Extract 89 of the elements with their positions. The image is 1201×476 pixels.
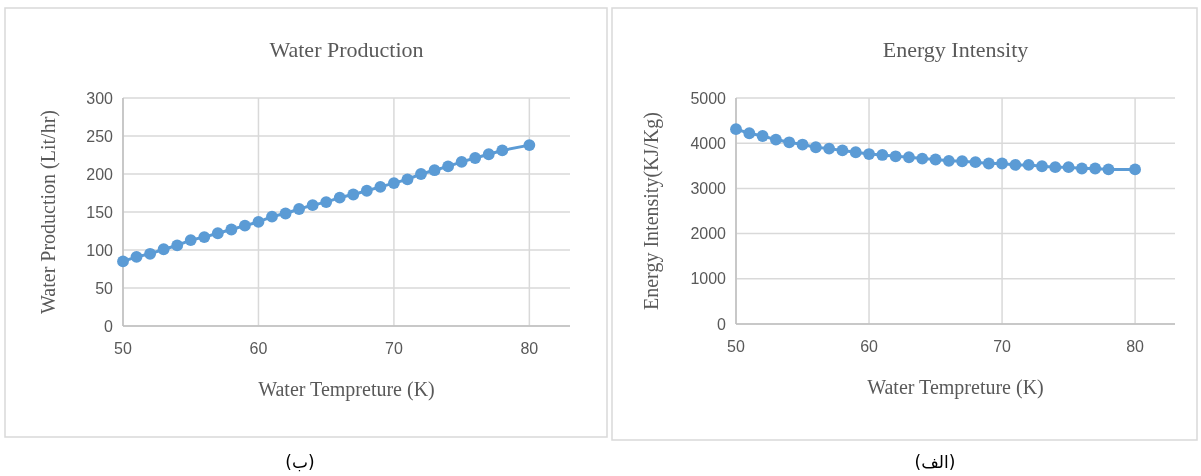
point [756, 130, 769, 142]
y-axis-title: Energy Intensity(KJ/Kg) [640, 112, 663, 310]
point [482, 148, 495, 161]
point [929, 153, 942, 166]
y-tick-label: 100 [86, 241, 114, 259]
y-tick-label: 3000 [690, 180, 727, 197]
point [982, 157, 995, 170]
point [184, 234, 197, 247]
x-tick-label: 70 [993, 338, 1012, 355]
chart-title: Energy Intensity [882, 37, 1029, 62]
point [809, 141, 822, 154]
point [730, 123, 742, 136]
point [415, 168, 427, 180]
point [320, 196, 333, 209]
point [374, 181, 387, 193]
point [198, 231, 211, 243]
point [796, 138, 809, 151]
point [387, 177, 400, 190]
x-axis-title: Water Tempreture (K) [867, 376, 1044, 399]
y-tick-label: 150 [86, 203, 114, 221]
point [401, 173, 414, 186]
point [347, 188, 360, 201]
point [266, 210, 278, 223]
y-axis-title: Water Production (Lit/hr) [37, 110, 60, 314]
y-tick-label: 300 [86, 89, 114, 107]
point [306, 199, 319, 212]
text: (ب) [285, 452, 315, 472]
x-tick-label: 80 [520, 340, 539, 357]
y-tick-label: 1000 [690, 270, 727, 288]
point [1036, 160, 1048, 173]
point [743, 127, 756, 140]
point [823, 142, 836, 155]
point [428, 164, 441, 177]
point [783, 136, 796, 149]
y-tick-label: 4000 [690, 134, 727, 152]
point [942, 154, 955, 167]
point [1022, 158, 1035, 171]
point [849, 146, 862, 159]
point [293, 203, 306, 215]
x-axis-title: Water Tempreture (K) [258, 378, 435, 401]
point [496, 144, 509, 157]
point [442, 160, 455, 173]
point [252, 215, 265, 228]
point [1049, 161, 1062, 174]
point [769, 133, 782, 146]
y-tick-label: 250 [86, 127, 114, 145]
point [956, 155, 969, 168]
point [836, 144, 849, 157]
point [360, 184, 373, 197]
point [916, 152, 929, 165]
point [144, 247, 157, 260]
point [225, 223, 238, 236]
point [130, 250, 143, 263]
point [1089, 162, 1102, 175]
point [333, 191, 346, 204]
point [1102, 163, 1115, 176]
point [238, 219, 251, 232]
point [1062, 161, 1075, 174]
point [211, 227, 224, 240]
point [876, 149, 889, 161]
point [117, 255, 129, 268]
x-tick-label: 70 [385, 340, 403, 357]
y-tick-label: 0 [717, 315, 727, 333]
y-tick-label: 5000 [690, 89, 727, 107]
x-tick-label: 60 [249, 340, 268, 357]
x-tick-label: 50 [727, 338, 745, 355]
point [1009, 158, 1022, 171]
point [157, 243, 170, 256]
chart-title: Water Production [269, 37, 424, 62]
y-tick-label: 2000 [690, 225, 727, 243]
point [469, 152, 482, 164]
point [455, 155, 468, 168]
x-tick-label: 80 [1126, 338, 1145, 355]
point [903, 151, 915, 164]
y-tick-label: 0 [104, 317, 114, 335]
point [889, 150, 902, 163]
text: (الف) [914, 452, 956, 472]
y-tick-label: 200 [86, 165, 114, 183]
point [279, 207, 292, 220]
point [1129, 163, 1142, 176]
point [969, 156, 982, 169]
point [523, 139, 536, 152]
point [996, 157, 1008, 170]
point [1075, 162, 1088, 175]
y-tick-label: 50 [95, 279, 114, 297]
point [863, 148, 875, 160]
x-tick-label: 50 [114, 340, 132, 357]
x-tick-label: 60 [860, 338, 879, 355]
point [171, 239, 184, 252]
